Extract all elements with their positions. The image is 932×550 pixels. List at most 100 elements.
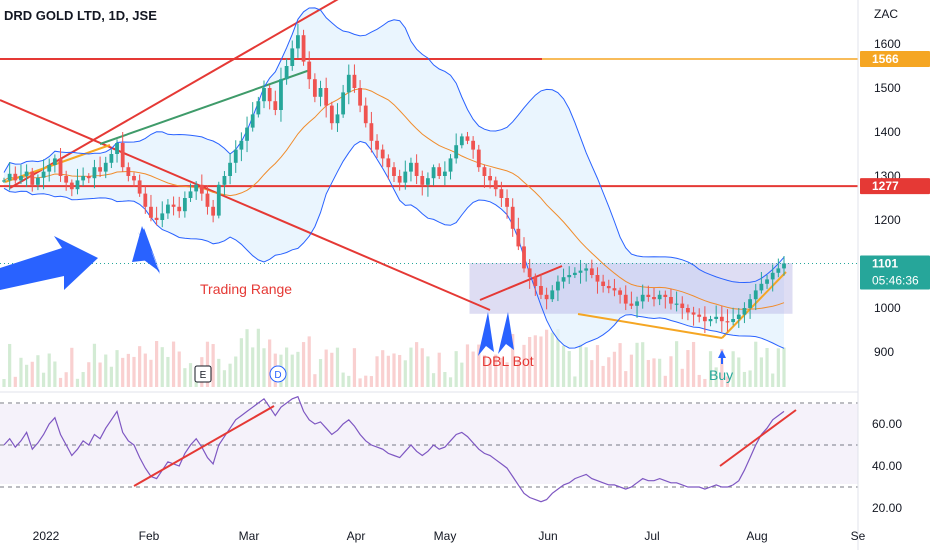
volume-bar <box>646 359 650 387</box>
candle-body <box>115 143 119 154</box>
volume-bar <box>364 375 368 387</box>
candle-body <box>279 79 283 110</box>
candle-body <box>154 217 159 220</box>
candle-body <box>635 301 639 306</box>
candle-body <box>442 171 447 176</box>
candle-body <box>544 294 549 300</box>
candle-body <box>657 294 662 300</box>
volume-bar <box>595 345 600 387</box>
volume-bar <box>488 359 492 387</box>
dividend-marker-label: D <box>274 370 281 381</box>
candle-body <box>527 268 532 278</box>
volume-bar <box>53 361 57 387</box>
candle-body <box>431 167 436 179</box>
candle-body <box>375 140 379 150</box>
candle-body <box>742 308 747 315</box>
volume-bars <box>2 328 786 387</box>
candle-body <box>652 297 656 300</box>
volume-bar <box>471 351 475 387</box>
candle-body <box>2 180 6 182</box>
x-tick-label: Apr <box>347 529 366 543</box>
volume-bar <box>612 351 617 387</box>
volume-bar <box>171 341 176 387</box>
candle-body <box>41 171 46 178</box>
candle-body <box>753 290 758 300</box>
volume-bar <box>64 372 68 387</box>
candle-body <box>623 294 628 304</box>
candle-body <box>86 176 91 179</box>
volume-bar <box>437 352 441 387</box>
candle-body <box>471 140 476 150</box>
volume-bar <box>725 376 730 387</box>
candle-body <box>312 79 317 97</box>
volume-bar <box>629 354 633 387</box>
volume-bar <box>477 344 481 387</box>
annotation-dbl-bot: DBL Bot <box>482 353 534 369</box>
volume-bar <box>149 359 153 387</box>
annotation-arrows <box>0 226 726 364</box>
volume-bar <box>211 344 215 387</box>
volume-bar <box>251 347 255 387</box>
volume-bar <box>550 332 554 387</box>
volume-bar <box>375 356 379 387</box>
volume-bar <box>381 350 385 387</box>
rsi-y-tick-label: 20.00 <box>872 501 902 515</box>
x-tick-label: 2022 <box>33 529 60 543</box>
price-label-box <box>860 255 930 290</box>
candle-body <box>578 270 583 273</box>
volume-bar <box>607 357 611 387</box>
annotation-trading-range: Trading Range <box>200 281 292 297</box>
candle-body <box>245 127 249 141</box>
volume-bar <box>307 336 311 387</box>
volume-bar <box>658 358 662 387</box>
volume-bar <box>205 341 210 387</box>
earnings-marker[interactable] <box>194 365 212 383</box>
volume-bar <box>392 353 396 387</box>
volume-bar <box>155 341 159 387</box>
candle-body <box>736 314 741 319</box>
candle-body <box>426 178 430 185</box>
candle-body <box>533 277 538 286</box>
dividend-marker[interactable] <box>269 365 287 383</box>
candle-body <box>216 184 221 216</box>
volume-bar <box>121 357 125 387</box>
candle-body <box>567 275 572 278</box>
volume-bar <box>754 341 758 387</box>
candle-body <box>606 286 611 289</box>
price-label-box <box>860 50 930 67</box>
candle-body <box>482 167 487 176</box>
candle-body <box>290 48 295 66</box>
volume-bar <box>465 344 470 387</box>
candle-body <box>386 158 391 168</box>
candle-body <box>409 162 413 172</box>
price-label-countdown: 05:46:36 <box>872 274 919 288</box>
volume-bar <box>686 350 690 387</box>
candle-body <box>539 286 543 295</box>
candle-body <box>58 158 63 176</box>
candle-body <box>748 299 752 308</box>
volume-bar <box>584 347 588 387</box>
candle-body <box>414 162 419 176</box>
candle-body <box>120 143 125 168</box>
channel-support-line <box>4 144 111 183</box>
rsi-trend-line-1 <box>133 405 275 487</box>
candle-body <box>499 189 504 198</box>
candle-body <box>143 193 148 207</box>
candle-body <box>222 176 227 185</box>
rsi-band-background <box>0 404 858 484</box>
volume-bar <box>635 342 639 387</box>
candle-body <box>69 182 74 190</box>
volume-bar <box>420 348 424 387</box>
trend-lines <box>0 0 787 339</box>
candle-body <box>324 88 329 106</box>
candle-body <box>30 171 35 185</box>
candle-body <box>663 294 668 297</box>
candle-body <box>19 176 23 181</box>
axes: ZAC900100011001200130014001500160020.004… <box>33 0 902 550</box>
candle-body <box>612 288 617 291</box>
candle-body <box>24 171 29 176</box>
candle-body <box>584 268 589 271</box>
blue-arrow-bot-1 <box>478 312 494 356</box>
candle-body <box>397 176 402 183</box>
